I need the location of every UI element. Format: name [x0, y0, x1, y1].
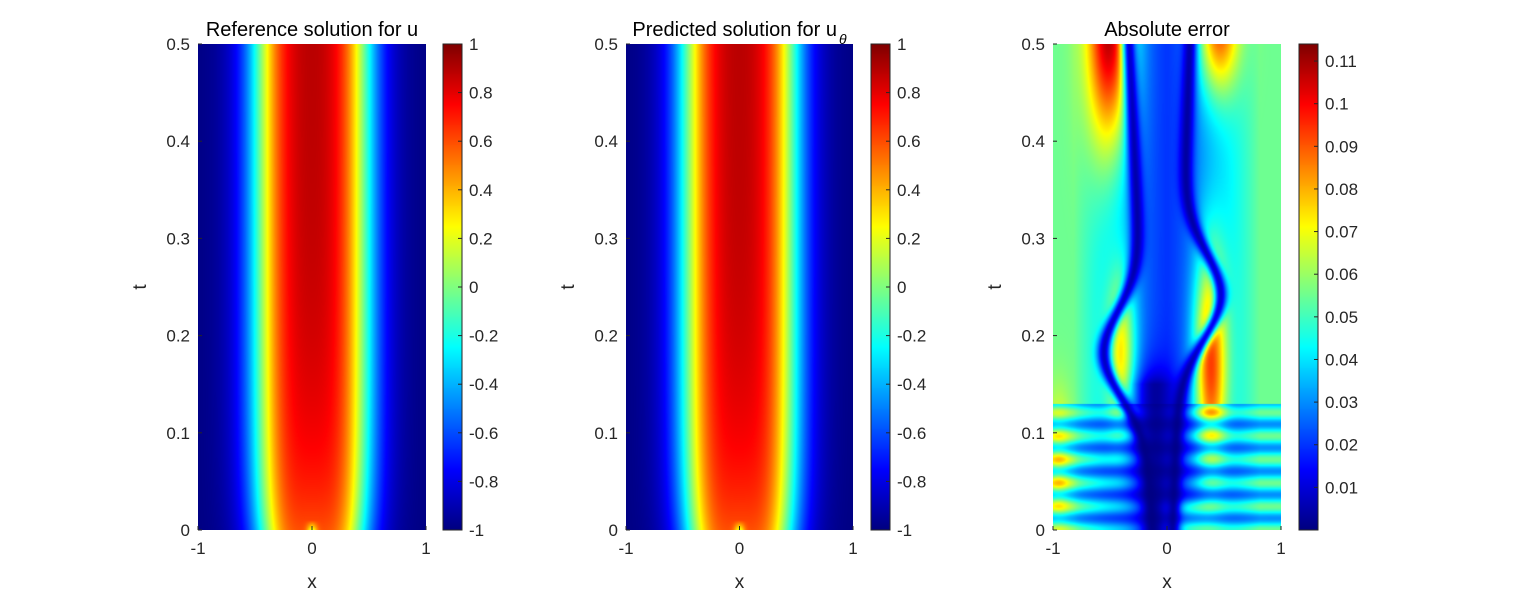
x-axis-label: x	[1162, 572, 1172, 593]
y-tick-label: 0.5	[1021, 35, 1045, 54]
colorbar-tick-label: -0.4	[469, 375, 498, 394]
colorbar-tick-label: 0.6	[469, 132, 493, 151]
colorbar-tick-label: 0.07	[1325, 223, 1358, 242]
colorbar-tick-label: 0.8	[897, 84, 921, 103]
colorbar-gradient	[1299, 44, 1318, 530]
x-axis-label: x	[307, 572, 317, 593]
y-tick-label: 0.2	[1021, 327, 1045, 346]
colorbar-tick-label: 0.05	[1325, 308, 1358, 327]
y-tick-label: 0.1	[1021, 424, 1045, 443]
colorbar-tick-label: -0.6	[897, 424, 926, 443]
y-tick-label: 0.1	[166, 424, 190, 443]
colorbar-tick-label: 0.09	[1325, 137, 1358, 156]
colorbar-tick-label: 0.02	[1325, 436, 1358, 455]
y-tick-label: 0.2	[166, 327, 190, 346]
colorbar-gradient	[871, 44, 890, 530]
colorbar-tick-label: 0.11	[1325, 52, 1357, 71]
colorbar-gradient	[443, 44, 462, 530]
colorbar-tick-label: -0.8	[469, 472, 498, 491]
colorbar-tick-label: 0.08	[1325, 180, 1358, 199]
colorbar-tick-label: 0.2	[469, 229, 493, 248]
chart-title: Reference solution for u	[206, 19, 418, 41]
x-tick-label: -1	[618, 539, 633, 558]
x-axis-label: x	[735, 572, 745, 593]
y-tick-label: 0	[1036, 521, 1045, 540]
colorbar-tick-label: 0.04	[1325, 350, 1358, 369]
colorbar-tick-label: -0.6	[469, 424, 498, 443]
colorbar-tick-label: 0.03	[1325, 393, 1358, 412]
colorbar-tick-label: 0.01	[1325, 478, 1358, 497]
y-tick-label: 0.4	[594, 132, 618, 151]
colorbar-tick-label: 0.06	[1325, 265, 1358, 284]
heatmap-image	[1053, 44, 1281, 530]
x-tick-label: 0	[1162, 539, 1171, 558]
colorbar-tick-label: -0.2	[469, 327, 498, 346]
colorbar-tick-label: 0	[469, 278, 478, 297]
x-tick-label: 0	[735, 539, 744, 558]
x-tick-label: 1	[421, 539, 430, 558]
chart-title: Absolute error	[1104, 19, 1230, 41]
colorbar-tick-label: 0	[897, 278, 906, 297]
y-tick-label: 0.3	[166, 229, 190, 248]
y-tick-label: 0	[181, 521, 190, 540]
colorbar-tick-label: 0.4	[897, 181, 921, 200]
colorbar-tick-label: -0.8	[897, 472, 926, 491]
y-axis-label: t	[558, 284, 579, 290]
x-tick-label: -1	[190, 539, 205, 558]
colorbar: -1 -0.8 -0.6 -0.4 -0.2 0 0.2 0.4 0.6 0.8 1	[870, 35, 926, 540]
y-tick-label: 0.3	[594, 229, 618, 248]
y-tick-label: 0.4	[1021, 132, 1045, 151]
y-tick-label: 0.4	[166, 132, 190, 151]
colorbar-tick-label: 0.6	[897, 132, 921, 151]
colorbar-tick-label: -0.2	[897, 327, 926, 346]
colorbar-tick-label: 1	[897, 35, 906, 54]
y-tick-label: 0.5	[594, 35, 618, 54]
y-tick-label: 0	[609, 521, 618, 540]
colorbar-tick-label: -1	[897, 521, 912, 540]
y-tick-label: 0.2	[594, 327, 618, 346]
y-tick-label: 0.3	[1021, 229, 1045, 248]
y-tick-label: 0.5	[166, 35, 190, 54]
colorbar-tick-label: -1	[469, 521, 484, 540]
x-tick-label: 1	[1276, 539, 1285, 558]
heatmap-image	[626, 44, 853, 530]
x-tick-label: 1	[848, 539, 857, 558]
colorbar-frame	[1298, 43, 1319, 531]
colorbar-tick-label: 0.1	[1325, 95, 1349, 114]
colorbar: 0.01 0.02 0.03 0.04 0.05 0.06 0.07 0.08 0.09 0.1 0…	[1298, 43, 1358, 531]
y-axis-label: t	[985, 284, 1006, 290]
colorbar-tick-label: 0.8	[469, 84, 493, 103]
x-tick-label: 0	[307, 539, 316, 558]
colorbar-tick-label: 0.4	[469, 181, 493, 200]
colorbar-tick-label: 0.2	[897, 229, 921, 248]
x-tick-label: -1	[1045, 539, 1060, 558]
colorbar: -1 -0.8 -0.6 -0.4 -0.2 0 0.2 0.4 0.6 0.8 1	[442, 35, 498, 540]
colorbar-tick-label: 1	[469, 35, 478, 54]
colorbar-tick-label: -0.4	[897, 375, 926, 394]
heatmap-image	[198, 44, 426, 530]
y-tick-label: 0.1	[594, 424, 618, 443]
y-axis-label: t	[130, 284, 151, 290]
